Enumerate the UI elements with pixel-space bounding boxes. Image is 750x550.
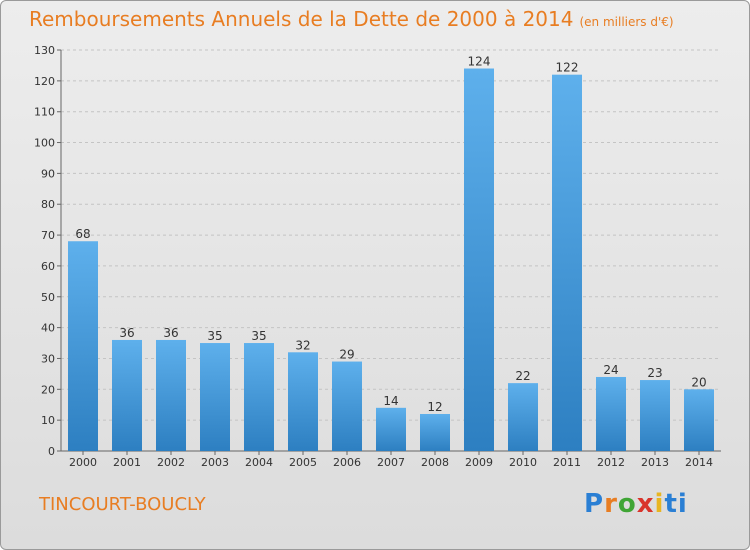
bar: [200, 343, 230, 451]
x-tick-label: 2002: [157, 456, 185, 469]
chart-title-line: Remboursements Annuels de la Dette de 20…: [29, 7, 674, 31]
data-label: 23: [647, 366, 662, 380]
bar: [156, 339, 186, 451]
y-tick-label: 100: [34, 137, 55, 150]
bar: [244, 343, 274, 451]
bar: [376, 407, 406, 451]
y-tick-label: 20: [41, 383, 55, 396]
data-label: 32: [295, 338, 310, 352]
x-tick-label: 2011: [553, 456, 581, 469]
x-tick-label: 2012: [597, 456, 625, 469]
data-label: 68: [75, 227, 90, 241]
bar: [332, 361, 362, 451]
bar: [684, 389, 714, 451]
x-tick-label: 2003: [201, 456, 229, 469]
x-tick-label: 2001: [113, 456, 141, 469]
data-label: 122: [556, 61, 579, 75]
bar: [420, 413, 450, 451]
y-tick-label: 10: [41, 414, 55, 427]
y-tick-label: 0: [48, 445, 55, 458]
y-tick-label: 110: [34, 106, 55, 119]
data-label: 12: [427, 400, 442, 414]
x-tick-label: 2005: [289, 456, 317, 469]
data-label: 35: [251, 329, 266, 343]
y-tick-label: 50: [41, 291, 55, 304]
bar: [68, 241, 98, 451]
data-label: 14: [383, 394, 398, 408]
data-label: 36: [163, 326, 178, 340]
logo-letter: r: [604, 489, 618, 519]
data-label: 20: [691, 375, 706, 389]
y-tick-label: 40: [41, 322, 55, 335]
y-tick-label: 80: [41, 198, 55, 211]
bar: [640, 380, 670, 451]
x-tick-label: 2013: [641, 456, 669, 469]
x-tick-label: 2014: [685, 456, 713, 469]
y-tick-label: 130: [34, 44, 55, 57]
x-tick-label: 2006: [333, 456, 361, 469]
logo-letter: ti: [664, 489, 688, 519]
bar: [596, 376, 626, 451]
x-tick-label: 2007: [377, 456, 405, 469]
bar: [508, 383, 538, 451]
logo-letter: x: [636, 489, 655, 519]
bar: [112, 339, 142, 451]
proxiti-logo: Proxiti: [584, 489, 688, 519]
y-tick-label: 70: [41, 229, 55, 242]
bar: [288, 352, 318, 451]
logo-letter: o: [617, 489, 637, 519]
chart-subtitle: (en milliers d'€): [579, 15, 674, 29]
x-tick-label: 2008: [421, 456, 449, 469]
logo-letter: i: [654, 489, 665, 519]
logo-letter: P: [584, 489, 605, 519]
y-tick-label: 90: [41, 167, 55, 180]
bar: [464, 68, 494, 451]
y-tick-label: 30: [41, 352, 55, 365]
data-label: 36: [119, 326, 134, 340]
data-label: 24: [603, 363, 618, 377]
x-tick-label: 2010: [509, 456, 537, 469]
bar: [552, 74, 582, 451]
data-label: 22: [515, 369, 530, 383]
commune-name: TINCOURT-BOUCLY: [39, 494, 206, 515]
y-tick-label: 120: [34, 75, 55, 88]
y-tick-label: 60: [41, 260, 55, 273]
chart-title: Remboursements Annuels de la Dette de 20…: [29, 7, 574, 31]
data-label: 124: [468, 55, 491, 69]
data-label: 35: [207, 329, 222, 343]
data-label: 29: [339, 348, 354, 362]
x-tick-label: 2009: [465, 456, 493, 469]
x-tick-label: 2000: [69, 456, 97, 469]
x-tick-label: 2004: [245, 456, 273, 469]
